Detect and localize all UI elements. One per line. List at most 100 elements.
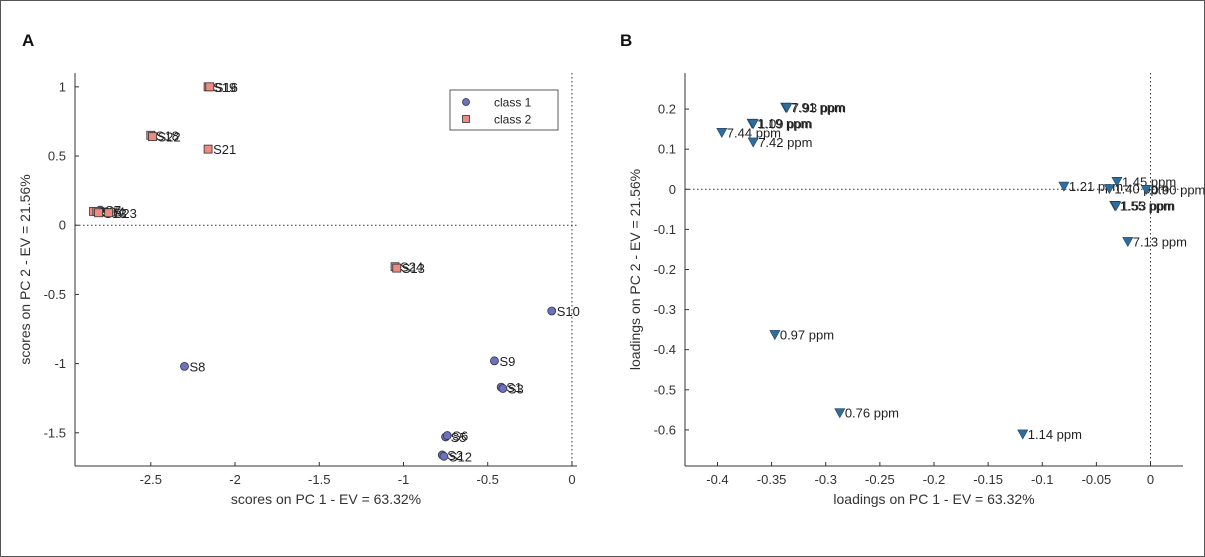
x-tick-label: -2.5 bbox=[140, 472, 162, 487]
point-label: 1.45 ppm bbox=[1122, 174, 1176, 189]
x-tick-label: 0 bbox=[1147, 472, 1154, 487]
data-point-triangle bbox=[747, 119, 759, 130]
y-tick-label: -0.3 bbox=[654, 302, 676, 317]
y-tick-label: -0.5 bbox=[44, 287, 66, 302]
point-label: 0.90 ppm bbox=[1151, 182, 1205, 197]
point-label: 7.93 ppm bbox=[792, 100, 846, 115]
point-label: S5 bbox=[451, 430, 467, 445]
data-point-square bbox=[104, 208, 114, 218]
point-label: 7.91 ppm bbox=[791, 100, 845, 115]
data-point-circle bbox=[490, 356, 499, 366]
data-point-triangle bbox=[1111, 176, 1123, 187]
point-label: S6 bbox=[452, 429, 468, 444]
y-tick-label: 0.1 bbox=[658, 142, 676, 157]
point-label: S21 bbox=[213, 142, 236, 157]
x-tick-label: -0.2 bbox=[923, 472, 945, 487]
y-tick-label: 0 bbox=[59, 218, 66, 233]
scores-plot: -2.5 -2 -1.5 -1 -0.5 0 -1.5 -1 -0.5 0 0.5 1 scores o… bbox=[17, 73, 580, 507]
data-point-triangle bbox=[1140, 184, 1152, 195]
y-tick-label: 0.5 bbox=[48, 149, 66, 164]
y-tick-label: 1 bbox=[59, 79, 66, 94]
legend-marker-class-2 bbox=[462, 115, 470, 123]
x-tick-label: -1 bbox=[398, 472, 410, 487]
point-label: 0.76 ppm bbox=[845, 406, 899, 421]
point-label: S9 bbox=[499, 354, 515, 369]
point-label: S8 bbox=[189, 359, 205, 374]
point-label: S13 bbox=[402, 261, 425, 276]
point-label: 1.55 ppm bbox=[1120, 198, 1174, 213]
legend-label: class 2 bbox=[494, 113, 532, 127]
legend-label: class 1 bbox=[494, 96, 532, 110]
point-label: S19 bbox=[213, 80, 236, 95]
data-point-triangle bbox=[1058, 181, 1070, 192]
point-label: S2 bbox=[447, 448, 463, 463]
data-point-circle bbox=[498, 384, 508, 393]
loadings-plot: -0.4 -0.35 -0.3 -0.25 -0.2 -0.15 -0.1 -0.05 0 -0.… bbox=[627, 73, 1205, 507]
data-point-triangle bbox=[1017, 429, 1029, 440]
y-tick-label: -0.5 bbox=[654, 382, 676, 397]
point-label: S1 bbox=[506, 380, 522, 395]
data-point-triangle bbox=[834, 408, 846, 419]
x-tick-label: -0.35 bbox=[757, 472, 787, 487]
point-label: 7.44 ppm bbox=[727, 125, 781, 140]
y-tick-label: -1.5 bbox=[44, 425, 66, 440]
point-label: 1.53 ppm bbox=[1121, 199, 1175, 214]
panel-b-letter: B bbox=[620, 31, 632, 50]
data-point-circle bbox=[547, 306, 557, 316]
data-point-circle bbox=[442, 431, 452, 440]
point-label: S23 bbox=[114, 206, 137, 221]
point-label: 1.09 ppm bbox=[758, 117, 812, 132]
data-point-triangle bbox=[716, 128, 728, 138]
data-point-circle bbox=[439, 451, 449, 461]
data-point-square bbox=[94, 208, 103, 218]
x-tick-label: -1.5 bbox=[308, 472, 330, 487]
point-label: 1.19 ppm bbox=[757, 116, 811, 131]
x-tick-label: -2 bbox=[229, 472, 241, 487]
x-axis-label: loadings on PC 1 - EV = 63.32% bbox=[833, 491, 1034, 507]
point-label: S16 bbox=[215, 80, 238, 95]
data-point-square bbox=[148, 132, 157, 142]
y-tick-label: -0.4 bbox=[654, 342, 676, 357]
y-tick-label: 0 bbox=[669, 182, 676, 197]
x-tick-label: -0.5 bbox=[477, 472, 499, 487]
y-tick-label: -0.6 bbox=[654, 422, 676, 437]
point-label: 1.14 ppm bbox=[1028, 427, 1082, 442]
legend: class 1 class 2 bbox=[449, 89, 559, 131]
point-label: S10 bbox=[557, 304, 580, 319]
x-tick-label: -0.25 bbox=[865, 472, 895, 487]
y-tick-label: -0.1 bbox=[654, 222, 676, 237]
point-label: S24 bbox=[400, 260, 423, 275]
x-tick-label: 0 bbox=[568, 472, 575, 487]
y-axis-label: scores on PC 2 - EV = 21.56% bbox=[17, 174, 33, 364]
y-axis-label: loadings on PC 2 - EV = 21.56% bbox=[627, 169, 643, 370]
y-tick-label: -0.2 bbox=[654, 262, 676, 277]
data-point-triangle bbox=[1110, 201, 1122, 212]
data-point-triangle bbox=[781, 103, 793, 114]
data-point-triangle bbox=[769, 330, 781, 341]
point-label: 0.97 ppm bbox=[780, 327, 834, 342]
data-point-triangle bbox=[1103, 184, 1115, 195]
panel-a-letter: A bbox=[22, 31, 34, 50]
point-label: S3 bbox=[508, 382, 524, 397]
data-point-square bbox=[203, 144, 213, 154]
point-label: S22 bbox=[157, 130, 180, 145]
legend-marker-class-1 bbox=[462, 98, 470, 106]
x-tick-label: -0.1 bbox=[1031, 472, 1053, 487]
y-tick-label: -1 bbox=[54, 356, 66, 371]
x-tick-label: -0.3 bbox=[815, 472, 837, 487]
data-point-triangle bbox=[1122, 237, 1134, 248]
x-tick-label: -0.15 bbox=[973, 472, 1003, 487]
x-tick-label: -0.4 bbox=[706, 472, 728, 487]
legend-box bbox=[449, 89, 559, 131]
point-label: S18 bbox=[156, 128, 179, 143]
data-point-triangle bbox=[747, 137, 759, 148]
x-axis-label: scores on PC 1 - EV = 63.32% bbox=[231, 491, 421, 507]
y-tick-label: 0.2 bbox=[658, 102, 676, 117]
point-label: 7.13 ppm bbox=[1133, 234, 1187, 249]
data-point-square bbox=[392, 263, 402, 273]
point-label: 1.40 ppm bbox=[1114, 181, 1168, 196]
x-tick-label: -0.05 bbox=[1082, 472, 1112, 487]
data-point-square bbox=[205, 82, 215, 92]
point-label: 7.42 ppm bbox=[758, 135, 812, 150]
